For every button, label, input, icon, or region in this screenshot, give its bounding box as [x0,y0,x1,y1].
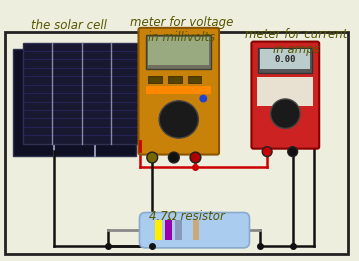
Bar [260,50,311,69]
Ellipse shape [159,101,199,138]
Ellipse shape [147,152,158,163]
FancyBboxPatch shape [251,41,319,149]
Bar [168,76,182,83]
Bar [192,220,199,240]
Ellipse shape [288,147,298,157]
Bar [155,220,162,240]
Bar [258,48,312,73]
Ellipse shape [271,99,300,128]
FancyBboxPatch shape [139,212,250,248]
Text: meter for current
in amps: meter for current in amps [246,28,348,56]
Ellipse shape [190,152,201,163]
Bar [188,76,201,83]
Bar [146,86,211,94]
Bar [5,32,348,254]
Ellipse shape [262,147,272,157]
Bar [23,43,140,144]
Text: 0.00: 0.00 [275,55,296,64]
Bar [148,37,209,65]
Bar [146,35,211,69]
Text: the solar cell: the solar cell [31,19,107,32]
Ellipse shape [168,152,179,163]
Bar [257,77,313,106]
Text: meter for voltage
in millivolts: meter for voltage in millivolts [130,16,233,44]
Bar [148,76,162,83]
FancyBboxPatch shape [139,28,219,155]
Bar [165,220,172,240]
Bar [175,220,182,240]
Text: 4.7Ω resistor: 4.7Ω resistor [149,210,224,223]
Bar [13,50,136,156]
Ellipse shape [199,95,207,103]
